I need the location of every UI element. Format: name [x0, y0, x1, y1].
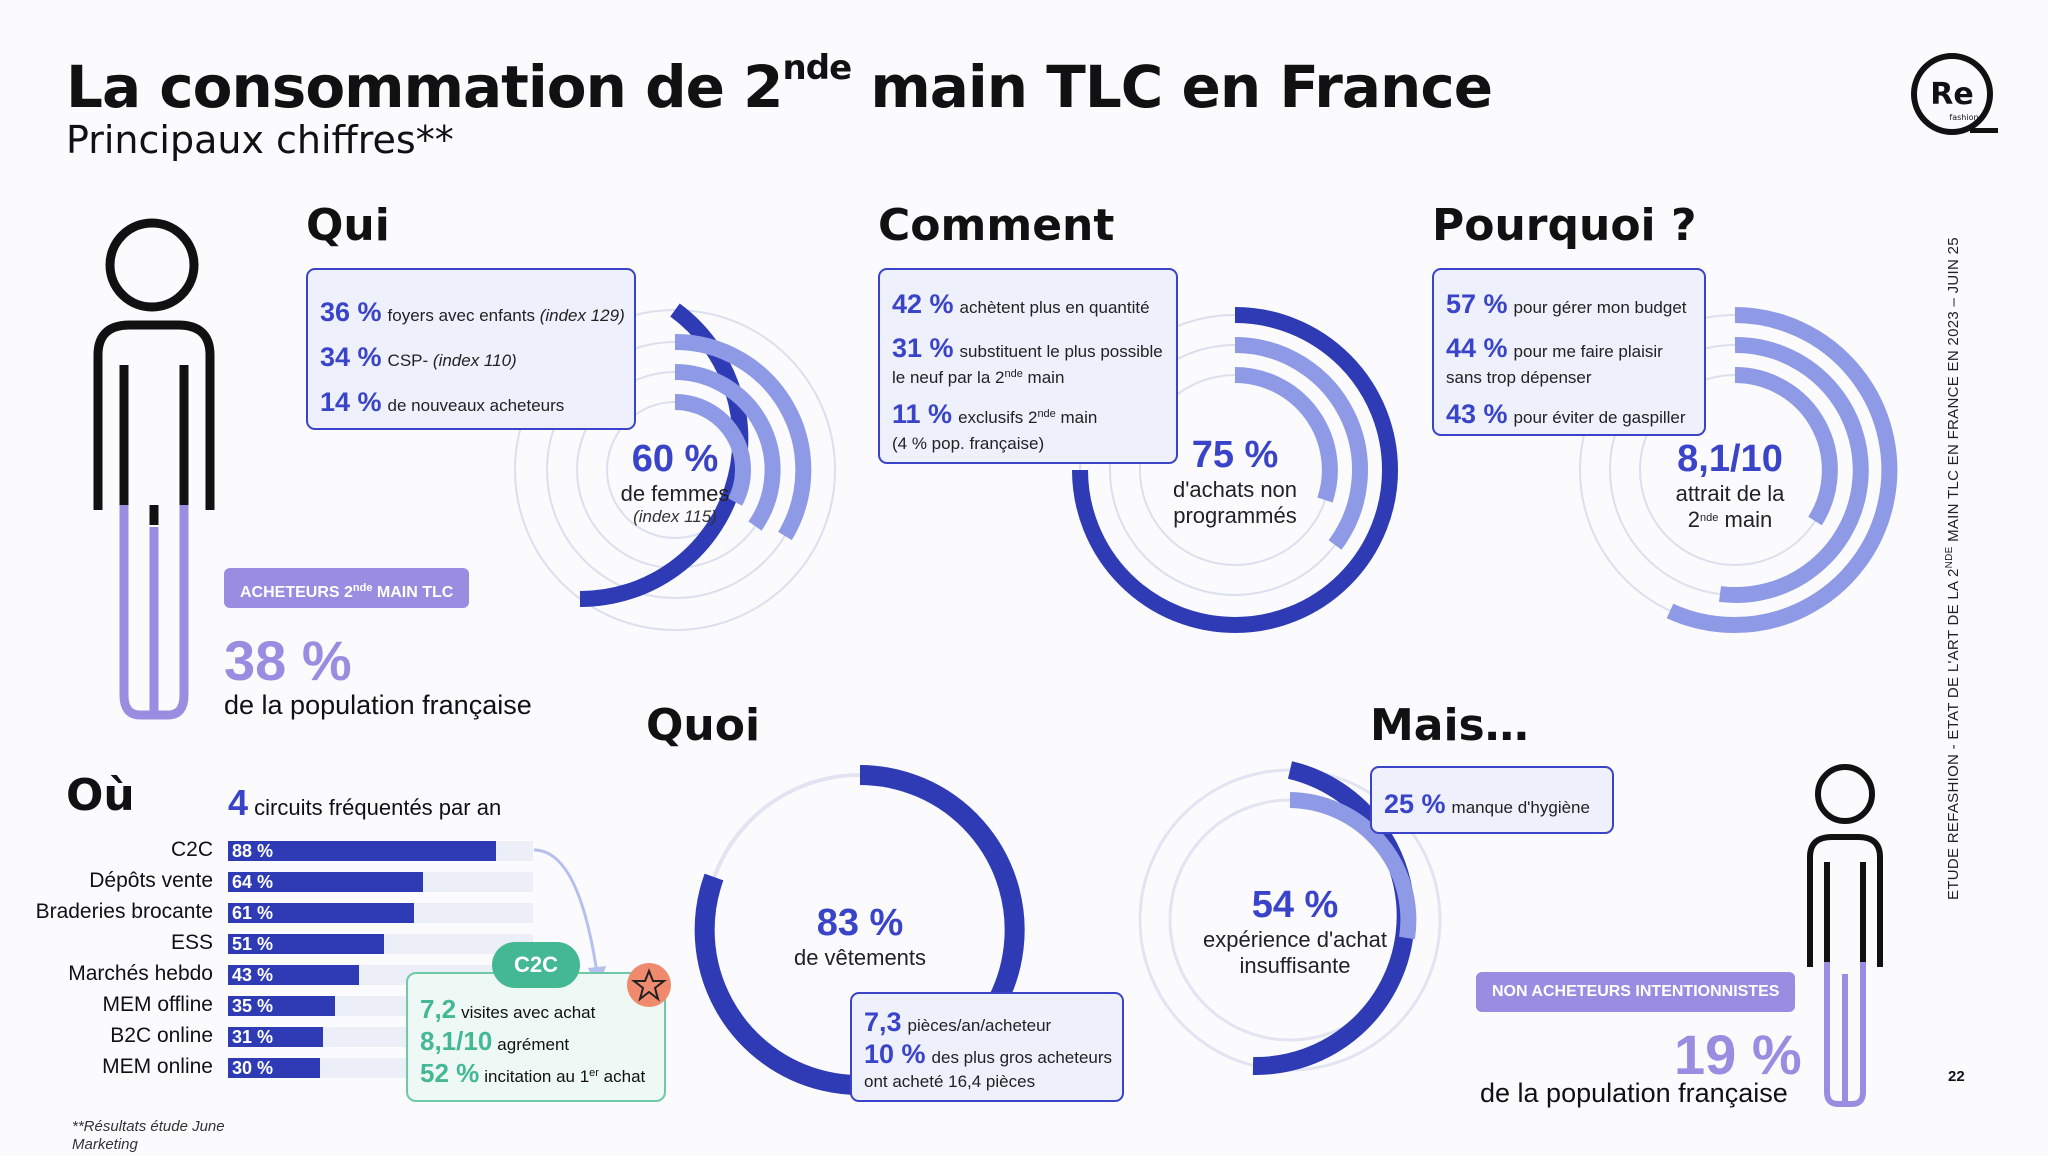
- buyers-badge: ACHETEURS 2nde MAIN TLC: [224, 568, 470, 608]
- circuits-count: 4 circuits fréquentés par an: [228, 782, 502, 823]
- buyers-population: de la population française: [224, 690, 532, 720]
- bar-label: MEM online: [102, 1055, 213, 1078]
- refashion-logo: Re fashion: [1910, 52, 1998, 136]
- person-icon-small: [1790, 762, 1900, 1117]
- bar-value: 88 %: [232, 841, 274, 861]
- mais-stats-box: 25 % manque d'hygiène: [1370, 766, 1614, 834]
- c2c-stats-box: 7,2 visites avec achat 8,1/10 agrément 52 …: [406, 972, 666, 1102]
- mais-title: Mais…: [1370, 700, 1529, 751]
- bar-label: MEM offline: [102, 993, 214, 1016]
- bar-value: 35 %: [232, 996, 274, 1016]
- bar-label: C2C: [170, 838, 213, 861]
- bar-fill: [228, 1058, 320, 1078]
- comment-stats-box: 42 % achètent plus en quantité 31 % substi…: [878, 268, 1178, 464]
- pourquoi-radial-chart: [1575, 305, 1915, 670]
- bar-value: 64 %: [232, 872, 274, 892]
- mais-radial-chart: [1135, 760, 1475, 1105]
- bar-fill: [228, 996, 335, 1016]
- page-number: 22: [1948, 1068, 1965, 1085]
- svg-text:fashion: fashion: [1949, 113, 1978, 122]
- comment-radial-chart: [1070, 305, 1410, 670]
- quoi-center-stat: 83 % de vêtements: [793, 902, 927, 970]
- bar-fill: [228, 965, 359, 985]
- bar-label: Marchés hebdo: [68, 962, 213, 985]
- svg-text:Re: Re: [1930, 77, 1973, 112]
- pourquoi-center-stat: 8,1/10 attrait de la 2nde main: [1675, 438, 1785, 533]
- bar-fill: [228, 903, 414, 923]
- quoi-title: Quoi: [646, 700, 761, 751]
- bar-label: B2C online: [110, 1024, 213, 1047]
- ou-title: Où: [66, 770, 135, 821]
- bar-fill: [228, 1027, 323, 1047]
- comment-title: Comment: [878, 200, 1115, 251]
- qui-title: Qui: [306, 200, 390, 251]
- person-icon: [60, 215, 250, 730]
- bar-fill: [228, 934, 384, 954]
- buyers-pct: 38 %: [224, 629, 352, 692]
- qui-stats-box: 36 % foyers avec enfants (index 129) 34 %…: [306, 268, 636, 430]
- bar-label: ESS: [170, 931, 213, 954]
- comment-center-stat: 75 % d'achats non programmés: [1172, 434, 1298, 529]
- non-buyers-badge: NON ACHETEURS INTENTIONNISTES: [1476, 972, 1796, 1012]
- pourquoi-stats-box: 57 % pour gérer mon budget 44 % pour me fa…: [1432, 268, 1706, 436]
- sidebar-caption: ETUDE REFASHION - ETAT DE L'ART DE LA 2N…: [1944, 237, 1962, 900]
- qui-radial-chart: [510, 300, 850, 665]
- bar-label: Braderies brocante: [35, 900, 213, 923]
- non-buyers-pct: 19 %: [1674, 1023, 1802, 1086]
- non-buyers-population: de la population française: [1480, 1078, 1788, 1108]
- mais-center-stat: 54 % expérience d'achat insuffisante: [1203, 884, 1387, 979]
- pourquoi-title: Pourquoi ?: [1432, 200, 1697, 251]
- bar-value: 43 %: [232, 965, 274, 985]
- bar-value: 61 %: [232, 903, 274, 923]
- quoi-stats-box: 7,3 pièces/an/acheteur 10 % des plus gros …: [850, 992, 1124, 1102]
- page-title: La consommation de 2nde main TLC en Fran…: [66, 48, 1493, 121]
- bar-fill: [228, 872, 423, 892]
- footnote: **Résultats étude June Marketing: [72, 1118, 225, 1153]
- bar-value: 51 %: [232, 934, 274, 954]
- bar-label: Dépôts vente: [89, 869, 213, 892]
- page-subtitle: Principaux chiffres**: [66, 118, 454, 162]
- qui-center-stat: 60 % de femmes (index 115): [620, 438, 730, 527]
- star-icon: [626, 962, 672, 1013]
- bar-fill: [228, 841, 496, 861]
- bar-value: 30 %: [232, 1058, 274, 1078]
- c2c-tag: C2C: [492, 942, 580, 988]
- bar-value: 31 %: [232, 1027, 274, 1047]
